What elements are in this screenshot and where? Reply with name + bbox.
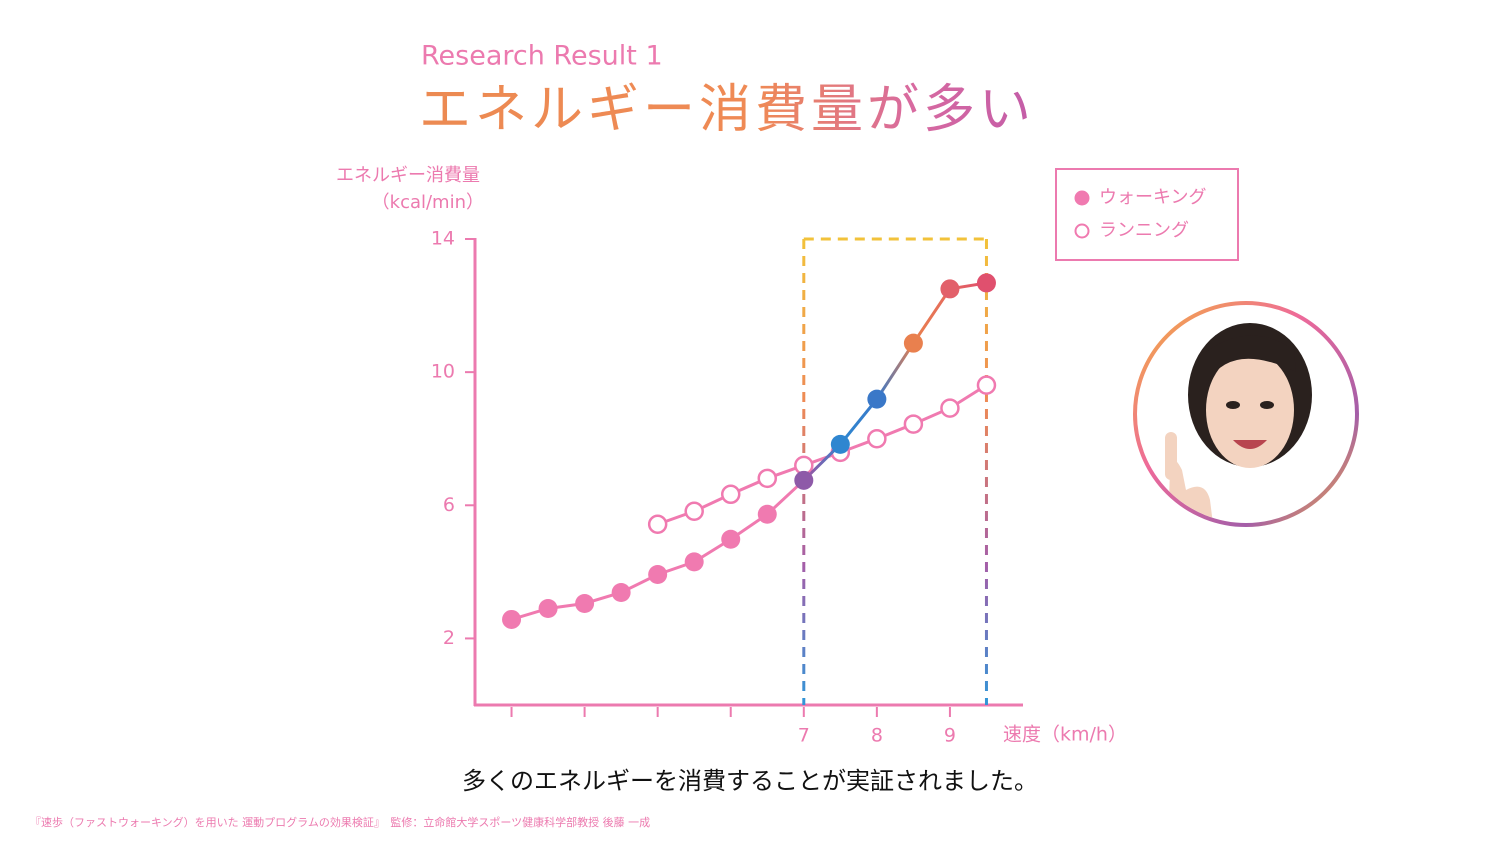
point xyxy=(903,333,923,353)
subtitle: Research Result 1 xyxy=(421,41,663,72)
y-tick-label: 14 xyxy=(431,228,455,250)
point xyxy=(538,598,558,618)
point xyxy=(648,565,668,585)
point xyxy=(830,434,850,454)
legend-label: ランニング xyxy=(1099,220,1189,241)
point xyxy=(611,582,631,602)
x-tick-label: 7 xyxy=(798,725,810,747)
series-line xyxy=(657,383,988,526)
point xyxy=(940,279,960,299)
point xyxy=(575,593,595,613)
legend-label: ウォーキング xyxy=(1099,187,1206,208)
y-tick-label: 6 xyxy=(443,494,455,516)
point xyxy=(720,484,741,505)
x-axis-label: 速度（km/h） xyxy=(1003,724,1127,746)
series-line xyxy=(511,281,987,621)
y-tick-label: 2 xyxy=(443,627,455,649)
x-tick-label: 8 xyxy=(871,725,883,747)
point xyxy=(757,504,777,524)
point xyxy=(940,398,960,418)
x-tick-label: 9 xyxy=(944,725,956,747)
point xyxy=(684,552,704,572)
legend-box xyxy=(1055,168,1239,261)
point xyxy=(903,414,924,434)
photo xyxy=(1133,301,1359,527)
point xyxy=(757,468,778,489)
source: 『速歩（ファストウォーキング）を用いた 運動プログラムの効果検証』 監修：立命館… xyxy=(30,815,650,829)
title: エネルギー消費量が多い xyxy=(419,80,1035,140)
y-axis-label: （kcal/min） xyxy=(372,192,484,213)
point xyxy=(976,375,997,395)
point xyxy=(502,609,522,629)
y-axis-label: エネルギー消費量 xyxy=(336,165,480,186)
point xyxy=(647,514,668,535)
y-tick-label: 10 xyxy=(431,361,455,383)
point xyxy=(976,273,996,293)
point xyxy=(721,529,741,549)
point xyxy=(867,428,887,449)
caption: 多くのエネルギーを消費することが実証されました。 xyxy=(462,767,1038,795)
point xyxy=(684,501,704,522)
legend-marker xyxy=(1074,223,1090,239)
legend-marker xyxy=(1074,190,1090,206)
point xyxy=(867,389,887,409)
point xyxy=(794,470,814,490)
